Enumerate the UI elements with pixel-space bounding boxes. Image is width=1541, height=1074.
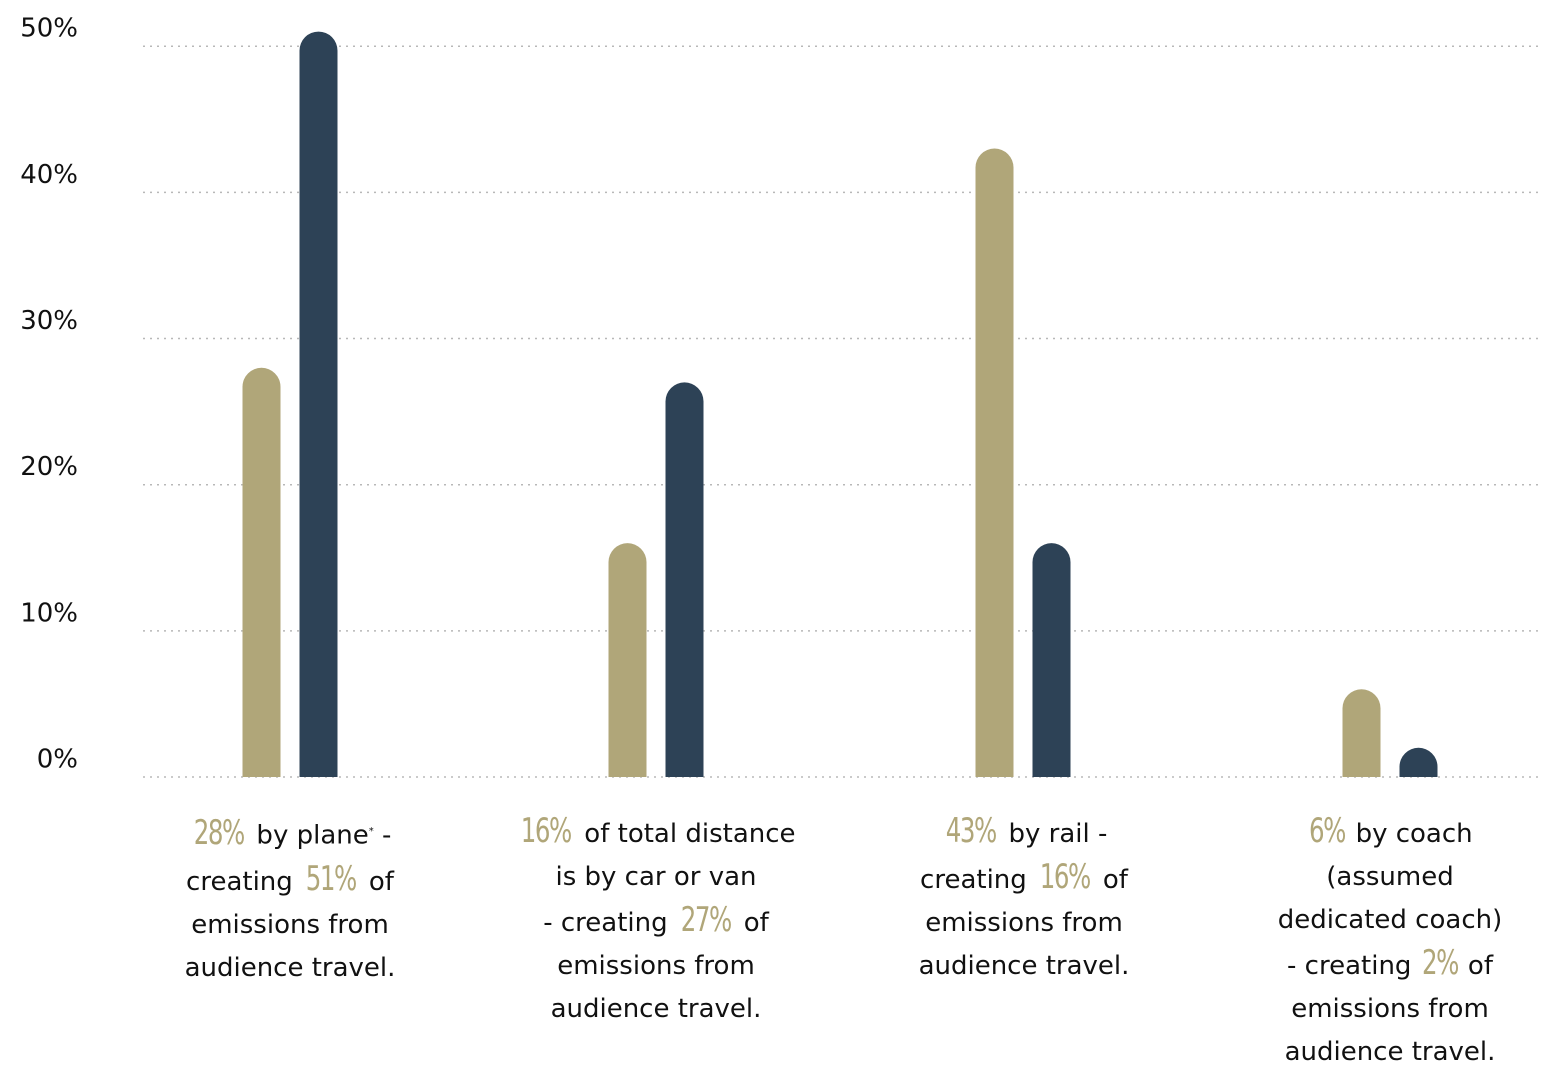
plane-text-1: by plane (248, 820, 369, 851)
emissions-bar-rail (1032, 543, 1071, 777)
caption-coach-line-2: (assumed (1326, 862, 1454, 892)
y-tick-label: 30% (20, 306, 78, 336)
caption-car-line-3: - creating 27% of (506, 899, 806, 945)
caption-car-line-2: is by car or van (555, 862, 757, 892)
y-axis: 0% 10% 20% 30% 40% 50% (20, 14, 78, 775)
car-text-1: of total distance (576, 819, 796, 849)
caption-rail-line-2: creating 16% of (874, 856, 1174, 902)
distance-bar-coach (1342, 689, 1381, 777)
caption-plane-line-1: 28% by plane* - (140, 810, 440, 858)
rail-text-1: by rail - (1000, 819, 1108, 849)
distance-bar-rail (975, 148, 1014, 778)
caption-coach-line-3: dedicated coach) (1277, 905, 1503, 935)
emissions-bar-coach (1399, 747, 1438, 777)
coach-text-1: by coach (1347, 819, 1473, 849)
y-tick-label: 50% (20, 14, 78, 44)
coach-distance-value: 6% (1309, 811, 1346, 851)
y-tick-label: 10% (20, 598, 78, 628)
emissions-bar-car-or-van (665, 382, 704, 777)
car-text-4: of (735, 908, 769, 938)
plane-text-4: of (360, 866, 394, 897)
caption-coach-line-5: emissions from (1291, 994, 1489, 1024)
caption-plane-line-2: creating 51% of (140, 858, 440, 904)
plane-emissions-value: 51% (305, 858, 358, 899)
plane-distance-value: 28% (193, 812, 245, 853)
caption-coach: 6% by coach (assumed dedicated coach) - … (1240, 810, 1540, 1074)
y-tick-label: 40% (20, 160, 78, 190)
rail-distance-value: 43% (945, 811, 997, 851)
caption-plane-line-4: audience travel. (184, 952, 396, 983)
distance-bar-car-or-van (608, 543, 647, 777)
caption-coach-line-1: 6% by coach (1240, 810, 1540, 856)
coach-text-4: of (1459, 951, 1493, 981)
car-distance-value: 16% (521, 811, 573, 851)
caption-car: 16% of total distance is by car or van -… (506, 810, 806, 1031)
caption-car-line-4: emissions from (557, 951, 755, 981)
car-text-3: - creating (543, 908, 676, 938)
coach-emissions-value: 2% (1421, 943, 1459, 983)
coach-text-3: - creating (1287, 951, 1420, 981)
y-tick-label: 0% (37, 745, 78, 775)
caption-rail-line-3: emissions from (925, 908, 1123, 938)
y-tick-label: 20% (20, 452, 78, 482)
caption-plane-line-3: emissions from (191, 909, 389, 940)
grid (143, 45, 1541, 778)
caption-plane: 28% by plane* - creating 51% of emission… (140, 810, 440, 990)
caption-rail-line-1: 43% by rail - (874, 810, 1174, 856)
plane-text-3: creating (186, 866, 302, 897)
rail-text-4: of (1094, 865, 1128, 895)
rail-text-3: creating (920, 865, 1036, 895)
rail-emissions-value: 16% (1039, 857, 1092, 897)
car-emissions-value: 27% (680, 900, 733, 940)
plane-text-2: - (373, 820, 392, 851)
caption-coach-line-4: - creating 2% of (1240, 942, 1540, 988)
caption-rail-line-4: audience travel. (918, 951, 1130, 981)
plane-footnote-mark: * (368, 826, 374, 837)
caption-rail: 43% by rail - creating 16% of emissions … (874, 810, 1174, 988)
caption-car-line-1: 16% of total distance (506, 810, 806, 856)
caption-coach-line-6: audience travel. (1284, 1037, 1496, 1067)
distance-bar-plane (242, 367, 281, 777)
caption-car-line-5: audience travel. (550, 994, 762, 1024)
bars (242, 31, 1438, 778)
emissions-bar-plane (299, 31, 338, 778)
